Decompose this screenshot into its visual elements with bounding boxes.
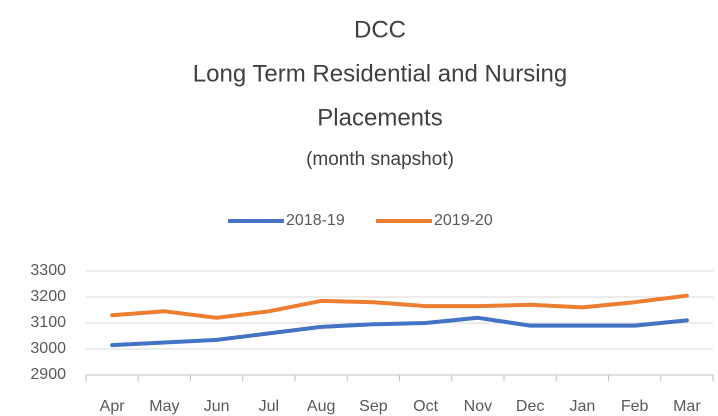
series-line xyxy=(110,293,689,320)
chart-title: Long Term Residential and Nursing xyxy=(193,60,567,87)
legend-label: 2018-19 xyxy=(286,212,345,229)
y-tick-label: 3300 xyxy=(30,262,66,279)
chart-subtitle: (month snapshot) xyxy=(306,149,454,170)
chart-title: Placements xyxy=(317,104,442,131)
x-tick-label: Sep xyxy=(359,398,388,415)
y-tick-label: 2900 xyxy=(30,366,66,383)
x-tick-label: Mar xyxy=(673,398,701,415)
x-tick-label: Nov xyxy=(464,398,492,415)
x-tick-label: Oct xyxy=(413,398,438,415)
y-tick-label: 3000 xyxy=(30,340,66,357)
y-tick-label: 3200 xyxy=(30,288,66,305)
chart-title: DCC xyxy=(354,16,406,43)
x-tick-label: Jan xyxy=(569,398,595,415)
series-line xyxy=(110,315,689,348)
x-tick-label: Apr xyxy=(100,398,126,415)
x-tick-label: Dec xyxy=(516,398,544,415)
x-tick-label: May xyxy=(149,398,179,415)
x-tick-label: Aug xyxy=(307,398,335,415)
y-tick-label: 3100 xyxy=(30,314,66,331)
x-tick-label: Feb xyxy=(621,398,649,415)
legend-label: 2019-20 xyxy=(434,212,493,229)
x-tick-label: Jun xyxy=(204,398,230,415)
x-tick-label: Jul xyxy=(259,398,279,415)
